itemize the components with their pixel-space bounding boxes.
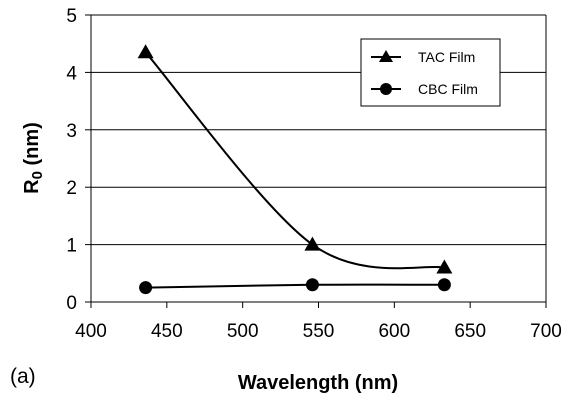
y-tick-label: 4 [66,63,77,84]
x-tick-label: 600 [378,321,410,342]
y-tick-label: 1 [66,236,77,257]
x-tick-label: 650 [454,321,486,342]
legend-box [360,38,501,107]
y-tick-label: 3 [66,121,77,142]
y-axis-label-unit: (nm) [21,122,43,171]
data-point-cbc-film [437,278,451,292]
legend-marker-tac-film [379,50,393,62]
x-tick-label: 450 [151,321,183,342]
data-point-tac-film [436,259,453,274]
data-point-cbc-film [139,281,153,295]
series [137,44,453,295]
y-tick-label: 5 [66,6,77,27]
x-tick-label: 700 [530,321,562,342]
legend-label-tac-film: TAC Film [418,49,475,65]
legend-marker-cbc-film [380,83,392,95]
y-tick-label: 2 [66,178,77,199]
y-axis-label-subscript: 0 [29,171,46,179]
y-axis-label-main: R [21,179,43,194]
legend: TAC Film CBC Film [360,38,501,107]
tick-labels: 0 1 2 3 4 5 400 450 500 550 600 650 700 [66,6,561,342]
x-tick-label: 550 [303,321,335,342]
x-tick-label: 500 [227,321,259,342]
y-tick-label: 0 [66,293,77,314]
data-point-tac-film [137,44,154,59]
x-axis-label: Wavelength (nm) [238,372,398,394]
series-line-cbc-film [145,283,445,289]
x-tick-label: 400 [75,321,107,342]
legend-label-cbc-film: CBC Film [418,81,478,97]
data-point-cbc-film [305,278,319,292]
y-axis-label: R0 (nm) [21,122,46,194]
axes [85,14,547,308]
data-point-tac-film [304,236,321,251]
series-line-tac-film [144,51,445,270]
panel-label: (a) [10,365,36,388]
